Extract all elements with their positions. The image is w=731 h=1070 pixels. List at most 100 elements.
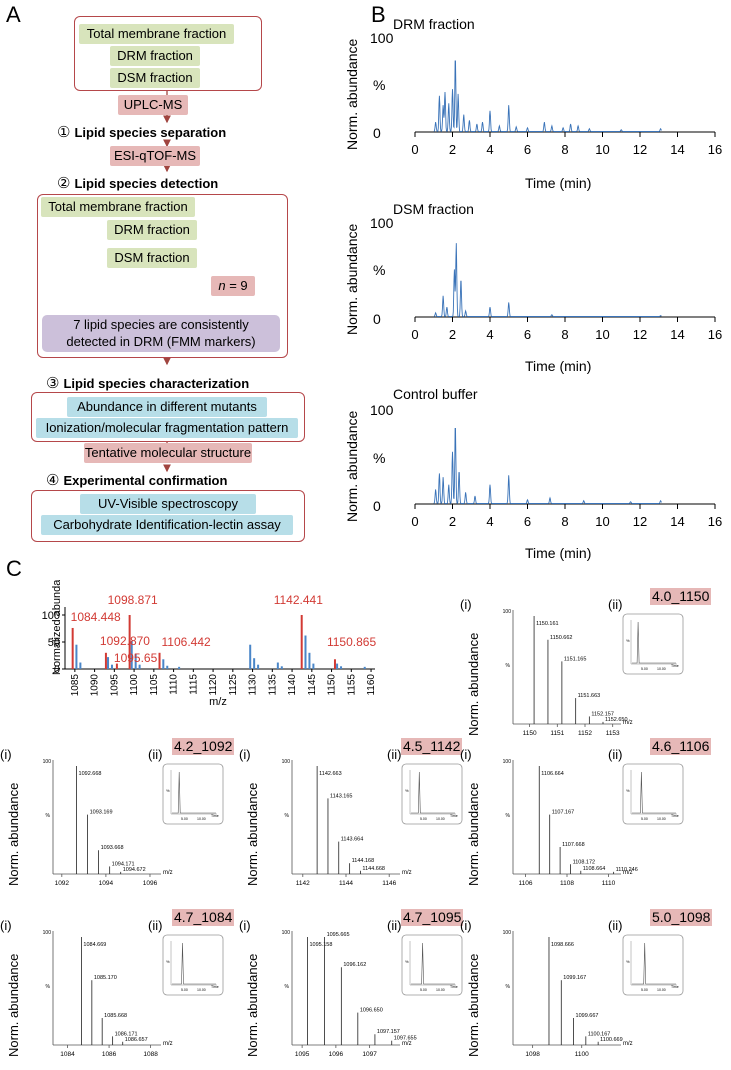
mini-xtick-label: 1151 <box>550 730 564 736</box>
chip-total-membrane-2: Total membrane fraction <box>41 197 195 217</box>
chrom-tick-label: 12 <box>633 327 647 342</box>
main-xtick-label: 1090 <box>90 674 101 697</box>
main-xtick-label: 1085 <box>70 674 81 697</box>
main-xtick-label: 1140 <box>287 674 298 696</box>
main-bar-blue <box>75 644 78 669</box>
mini-xtick-label: 1086 <box>102 1051 117 1057</box>
mini-peak-label: 1150.662 <box>550 635 573 641</box>
chrom-tick-label: 0 <box>411 142 418 157</box>
mini-plot: (i) (ii) Norm. abundance 100% 1095.158 1095.6… <box>239 918 463 1057</box>
mini-peak-label: 1086.657 <box>125 1037 148 1043</box>
mini-y100: 100 <box>282 759 291 765</box>
mini-y100: 100 <box>503 930 512 936</box>
mini-y100: 100 <box>43 759 52 765</box>
mini-plot: (i) (ii) Norm. abundance 100% 1098.666 1099.1… <box>460 918 684 1057</box>
chrom-tick-label: 4 <box>486 142 493 157</box>
step-1: ① Lipid species separation <box>57 124 227 141</box>
mini-peak-label: 1094.672 <box>123 867 146 873</box>
mini-mz: m/z <box>623 870 633 876</box>
chrom-ytop: 100 <box>370 30 394 46</box>
main-bar-blue <box>340 666 343 669</box>
main-xtick-label: 1100 <box>129 674 140 696</box>
main-bar-blue <box>178 666 181 669</box>
main-bar-blue <box>336 663 339 669</box>
mini-label-ii: (ii) <box>387 918 401 933</box>
main-bar-blue <box>253 658 256 669</box>
mini-label-i: (i) <box>460 918 472 933</box>
mini-peak-label: 1093.668 <box>101 845 124 851</box>
step-4: ④ Experimental confirmation <box>46 472 228 489</box>
main-bar-blue <box>312 663 315 669</box>
mini-mz: m/z <box>402 870 412 876</box>
chrom-tick-label: 16 <box>708 142 722 157</box>
inset-tick: 10.00 <box>657 817 666 821</box>
main-xtick-label: 1160 <box>366 674 377 696</box>
mini-peak-label: 1100.167 <box>588 1031 611 1037</box>
chip-dsm-2: DSM fraction <box>107 248 197 268</box>
chip-tentative: Tentative molecular structure <box>84 443 252 463</box>
chrom-tick-label: 8 <box>561 514 568 529</box>
main-bar-red <box>333 659 336 669</box>
inset-trace <box>632 771 676 814</box>
mini-label-ii: (ii) <box>608 918 622 933</box>
inset-tick: 10.00 <box>657 667 666 671</box>
main-bar-blue <box>257 664 260 669</box>
main-bar-red <box>71 627 74 669</box>
mini-ylabel: Norm. abundance <box>466 783 481 886</box>
chrom-tick-label: 0 <box>411 514 418 529</box>
mini-ylabel: Norm. abundance <box>466 633 481 736</box>
mini-mz: m/z <box>623 1041 633 1047</box>
mini-peak-label: 1097.157 <box>377 1029 400 1035</box>
main-peak-label: 1092.870 <box>100 634 150 648</box>
chrom-xlabel: Time (min) <box>525 358 592 374</box>
step-3: ③ Lipid species characterization <box>46 375 250 392</box>
main-peak-label: 1142.441 <box>274 593 323 607</box>
mini-xtick-label: 1150 <box>523 730 537 736</box>
main-xtick-label: 1150 <box>327 674 338 696</box>
chrom-tick-label: 6 <box>524 327 531 342</box>
inset-tick: 5.00 <box>641 988 648 992</box>
main-peak-label: 1095.65 <box>114 651 158 665</box>
inset-trace <box>411 942 455 985</box>
inset-tick: 5.00 <box>420 988 427 992</box>
mini-peak-label: 1108.664 <box>583 866 606 872</box>
chip-ionization: Ionization/molecular fragmentation patte… <box>36 418 298 438</box>
mini-plot: (i) (ii) Norm. abundance 100% 1142.663 1143.1… <box>239 747 463 886</box>
mini-ylabel: Norm. abundance <box>245 954 260 1057</box>
inset-box <box>162 934 224 996</box>
mini-label-ii: (ii) <box>608 597 622 612</box>
mini-plot: (i) (ii) Norm. abundance 100% 1084.669 1085.1… <box>0 918 224 1057</box>
main-xtick-label: 1145 <box>307 674 318 696</box>
mini-title: 4.6_1106 <box>650 738 712 755</box>
chrom-plot: 0 2 4 6 8 10 12 14 16 <box>411 428 722 529</box>
chrom-tick-label: 16 <box>708 514 722 529</box>
chrom-ylabel: Norm. abundance <box>344 410 360 522</box>
mini-ylabel: Norm. abundance <box>245 783 260 886</box>
inset-time: Time <box>671 664 679 668</box>
mini-mz: m/z <box>402 1041 412 1047</box>
chrom-tick-label: 8 <box>561 327 568 342</box>
chip-uv: UV-Visible spectroscopy <box>80 494 256 514</box>
chrom-tick-label: 4 <box>486 514 493 529</box>
chip-drm-2: DRM fraction <box>107 220 197 240</box>
inset-trace <box>411 771 455 814</box>
panel-letter-a: A <box>6 2 21 27</box>
chrom-plot: 0 2 4 6 8 10 12 14 16 <box>411 243 722 342</box>
main-peak-label: 1084.448 <box>71 610 121 624</box>
mini-peak-label: 1098.666 <box>551 942 574 948</box>
mini-peak-label: 1144.168 <box>352 858 375 864</box>
mini-ypct: % <box>285 984 290 990</box>
mini-label-ii: (ii) <box>148 747 162 762</box>
mini-mz: m/z <box>163 1041 173 1047</box>
mini-xtick-label: 1146 <box>382 880 396 886</box>
mini-title: 4.7_1095 <box>401 909 464 926</box>
mini-xtick-label: 1108 <box>560 880 574 886</box>
mini-xtick-label: 1098 <box>525 1051 540 1057</box>
main-bar-blue <box>79 662 82 669</box>
inset-pct: % <box>166 959 170 964</box>
mini-ypct: % <box>506 813 511 819</box>
main-bar-red <box>104 652 107 669</box>
chrom-ytop: 100 <box>370 215 394 231</box>
mini-plot: (i) (ii) Norm. abundance 100% 1150.161 1150.6… <box>460 597 684 736</box>
mini-label-ii: (ii) <box>608 747 622 762</box>
